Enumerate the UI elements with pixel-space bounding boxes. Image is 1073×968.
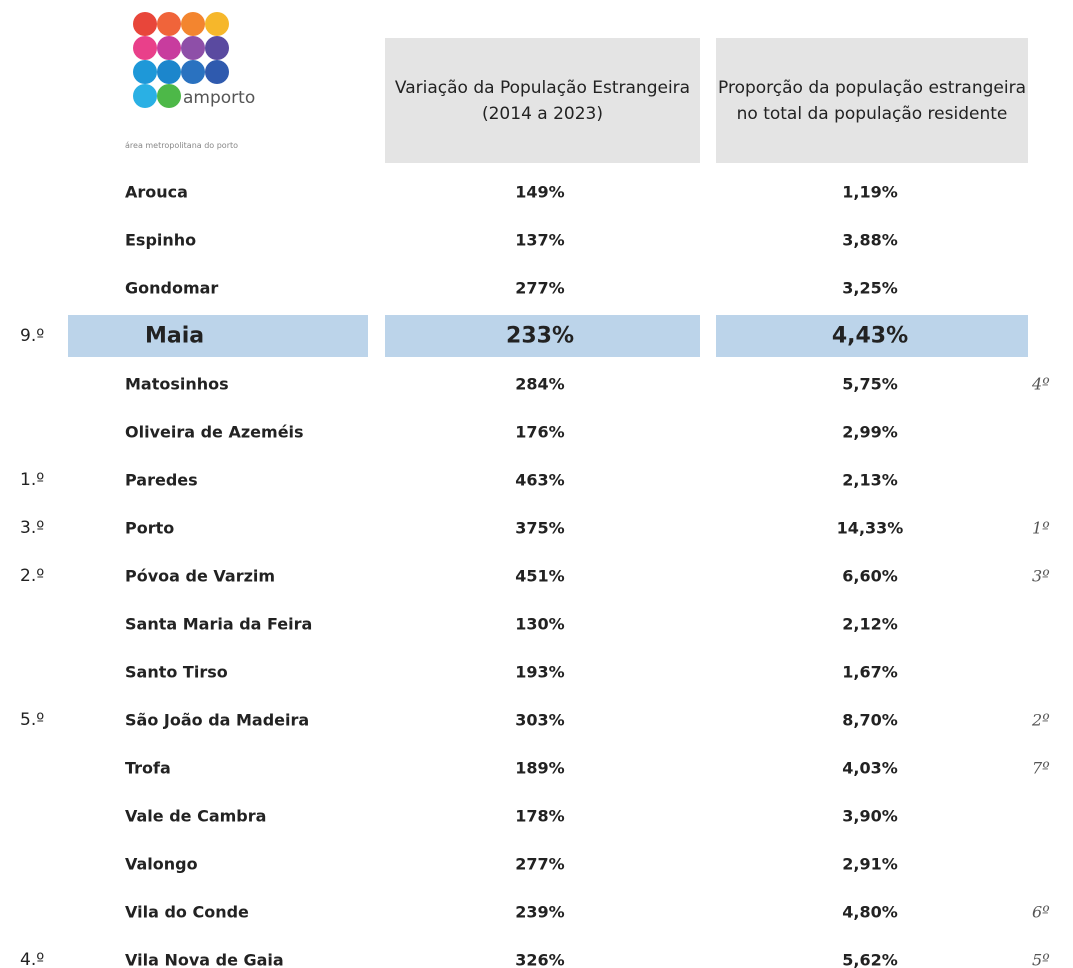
variation: 130% <box>515 614 565 634</box>
rank: 4.º <box>20 950 45 968</box>
variation: 326% <box>515 950 565 968</box>
municipality: Vila Nova de Gaia <box>125 950 284 968</box>
proportion: 2,12% <box>842 614 898 634</box>
variation: 239% <box>515 902 565 922</box>
variation: 451% <box>515 566 565 586</box>
municipality: São João da Madeira <box>125 710 310 730</box>
variation: 277% <box>515 278 565 298</box>
municipality: Trofa <box>125 758 171 778</box>
proportion: 8,70% <box>842 710 898 730</box>
proportion: 5,62% <box>842 950 898 968</box>
municipality: Santo Tirso <box>125 662 228 682</box>
variation: 189% <box>515 758 565 778</box>
variation: 178% <box>515 806 565 826</box>
logo-name: amporto <box>183 88 255 108</box>
municipality: Vale de Cambra <box>125 806 267 826</box>
variation: 193% <box>515 662 565 682</box>
proportion: 14,33% <box>836 518 904 538</box>
variation: 149% <box>515 182 565 202</box>
logo-tagline: área metropolitana do porto <box>125 141 238 150</box>
variation: 277% <box>515 854 565 874</box>
variation: 375% <box>515 518 565 538</box>
rank: 5.º <box>20 710 45 730</box>
variation: 233% <box>506 323 574 349</box>
municipality: Valongo <box>125 854 198 874</box>
handwritten-note: 3º <box>1032 566 1050 586</box>
variation: 284% <box>515 374 565 394</box>
municipality: Vila do Conde <box>125 902 249 922</box>
proportion: 3,25% <box>842 278 898 298</box>
header-text: Variação da População Estrangeira (2014 … <box>394 77 691 124</box>
header-cell: Variação da População Estrangeira (2014 … <box>385 38 700 163</box>
municipality: Espinho <box>125 230 197 250</box>
proportion: 2,91% <box>842 854 898 874</box>
handwritten-note: 5º <box>1032 950 1050 968</box>
proportion: 4,43% <box>831 323 909 349</box>
proportion: 1,19% <box>842 182 898 202</box>
highlight-band <box>68 315 368 357</box>
handwritten-note: 7º <box>1032 758 1050 778</box>
header-cell: Proporção da população estrangeira no to… <box>716 38 1028 163</box>
municipality: Porto <box>125 518 175 538</box>
rank: 1.º <box>20 470 45 490</box>
handwritten-note: 2º <box>1032 710 1050 730</box>
handwritten-note: 6º <box>1032 902 1050 922</box>
municipality: Gondomar <box>125 278 219 298</box>
logo: amporto área metropolitana do porto <box>125 12 255 150</box>
proportion: 4,03% <box>842 758 898 778</box>
municipality: Póvoa de Varzim <box>125 566 276 586</box>
municipality: Arouca <box>125 182 188 202</box>
proportion: 2,13% <box>842 470 898 490</box>
proportion: 2,99% <box>842 422 898 442</box>
variation: 463% <box>515 470 565 490</box>
variation: 176% <box>515 422 565 442</box>
rank: 3.º <box>20 518 45 538</box>
variation: 303% <box>515 710 565 730</box>
municipality: Matosinhos <box>125 374 229 394</box>
handwritten-note: 4º <box>1032 374 1050 394</box>
rank: 2.º <box>20 566 45 586</box>
proportion: 3,88% <box>842 230 898 250</box>
municipality: Oliveira de Azeméis <box>125 422 304 442</box>
proportion: 1,67% <box>842 662 898 682</box>
proportion: 3,90% <box>842 806 898 826</box>
municipality: Maia <box>145 323 205 349</box>
highlight-band <box>385 315 700 357</box>
header-text: Proporção da população estrangeira no to… <box>718 77 1026 124</box>
highlight-band <box>716 315 1028 357</box>
proportion: 5,75% <box>842 374 898 394</box>
municipality: Paredes <box>125 470 198 490</box>
handwritten-note: 1º <box>1032 518 1050 538</box>
proportion: 4,80% <box>842 902 898 922</box>
municipality: Santa Maria da Feira <box>125 614 313 634</box>
logo-dots <box>133 12 229 108</box>
rank: 9.º <box>20 326 45 346</box>
proportion: 6,60% <box>842 566 898 586</box>
variation: 137% <box>515 230 565 250</box>
